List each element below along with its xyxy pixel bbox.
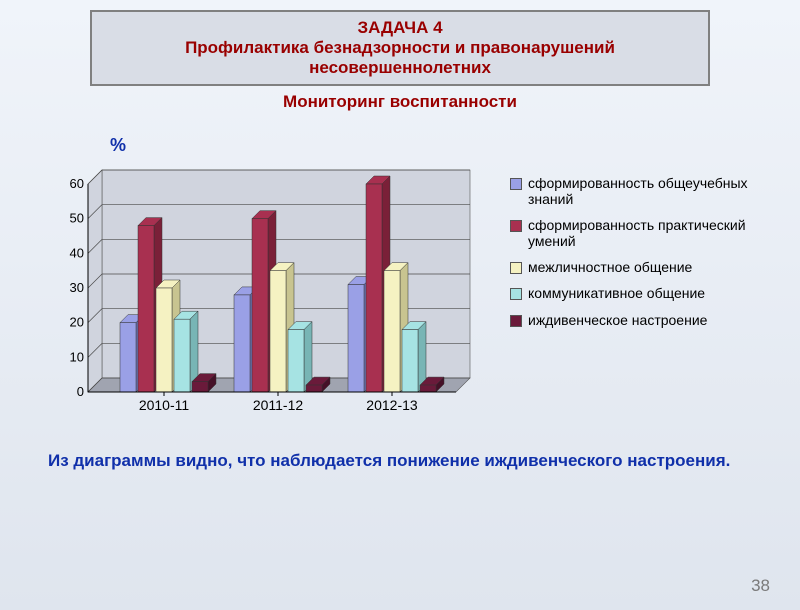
legend-swatch [510,178,522,190]
legend-swatch [510,315,522,327]
bar-chart-svg: 0 10 20 30 40 50 60 2010-11 2011-12 2012-13 [50,160,480,420]
chart-legend: сформированность общеучебных знаний сформ… [510,175,770,338]
svg-text:50: 50 [70,211,84,226]
legend-swatch [510,220,522,232]
page-number: 38 [751,576,770,596]
header-box: ЗАДАЧА 4 Профилактика безнадзорности и п… [90,10,710,86]
legend-label: иждивенческое настроение [528,312,707,328]
legend-item: коммуникативное общение [510,285,770,301]
legend-label: сформированность общеучебных знаний [528,175,770,207]
legend-item: иждивенческое настроение [510,312,770,328]
svg-text:10: 10 [70,349,84,364]
legend-swatch [510,262,522,274]
caption-text: Из диаграммы видно, что наблюдается пони… [48,450,748,473]
chart-subtitle: Мониторинг воспитанности [0,92,800,112]
legend-item: сформированность общеучебных знаний [510,175,770,207]
svg-text:2011-12: 2011-12 [253,397,304,413]
svg-text:40: 40 [70,245,84,260]
svg-text:30: 30 [70,280,84,295]
header-subtitle: Профилактика безнадзорности и правонаруш… [102,38,698,78]
svg-text:60: 60 [70,176,84,191]
legend-label: коммуникативное общение [528,285,705,301]
svg-text:2012-13: 2012-13 [366,397,418,413]
legend-label: сформированность практический умений [528,217,770,249]
percent-label: % [110,135,126,156]
legend-item: межличностное общение [510,259,770,275]
bar-chart: 0 10 20 30 40 50 60 2010-11 2011-12 2012-13 [50,160,480,420]
header-title: ЗАДАЧА 4 [102,18,698,38]
svg-text:2010-11: 2010-11 [139,397,190,413]
legend-label: межличностное общение [528,259,692,275]
svg-text:20: 20 [70,315,84,330]
svg-text:0: 0 [77,384,84,399]
legend-item: сформированность практический умений [510,217,770,249]
legend-swatch [510,288,522,300]
